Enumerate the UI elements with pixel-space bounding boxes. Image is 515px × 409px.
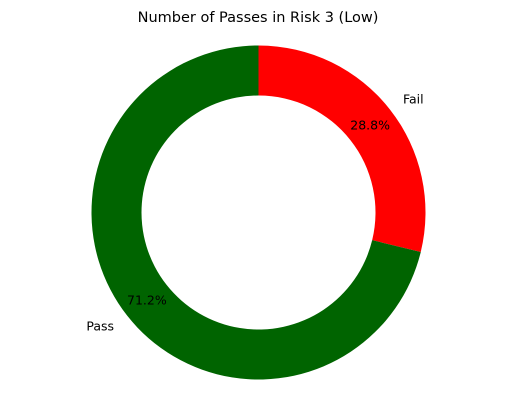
slice-label-fail: Fail [403,91,424,106]
slices-layer [91,45,426,380]
percent-label-fail: 28.8% [350,117,390,132]
slice-pass [91,45,421,380]
chart-title: Number of Passes in Risk 3 (Low) [138,10,379,26]
slice-fail [258,45,426,252]
percent-label-pass: 71.2% [127,293,167,308]
slice-label-pass: Pass [86,319,114,334]
labels-layer: Fail 28.8% Pass 71.2% [86,91,423,333]
